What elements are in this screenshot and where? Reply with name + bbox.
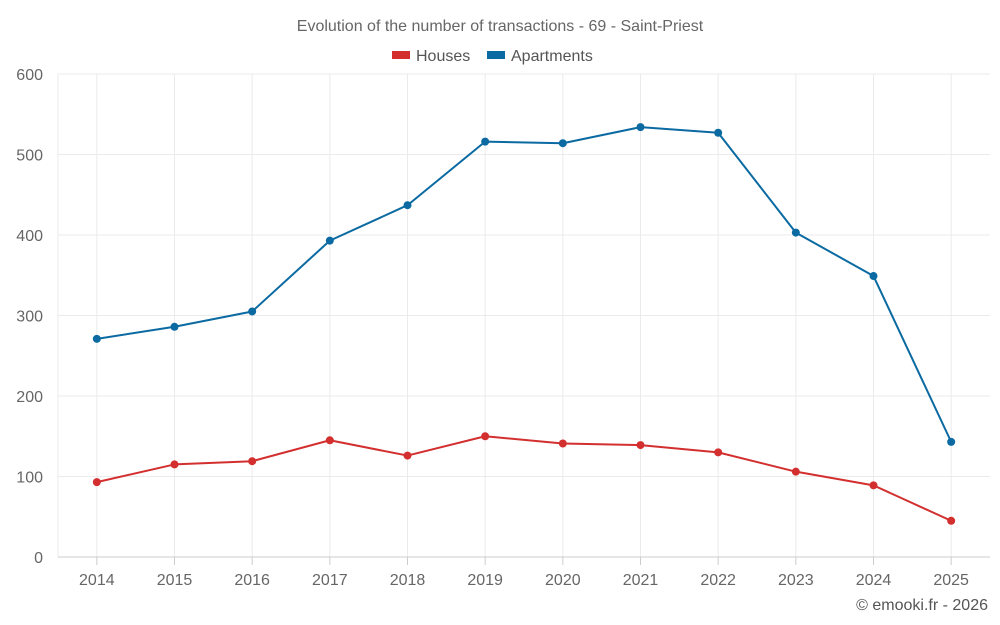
x-tick-label: 2019: [467, 572, 503, 589]
x-tick-label: 2017: [312, 572, 348, 589]
y-axis: 0 100 200 300 400 500 600: [16, 67, 43, 567]
x-tick-label: 2014: [79, 572, 115, 589]
data-point-houses[interactable]: [403, 451, 412, 460]
x-tick-label: 2022: [700, 572, 736, 589]
data-point-houses[interactable]: [92, 478, 101, 487]
data-point-apartments[interactable]: [636, 123, 645, 132]
data-point-houses[interactable]: [558, 439, 567, 448]
x-tick-label: 2025: [933, 572, 969, 589]
data-point-houses[interactable]: [869, 481, 878, 490]
data-point-houses[interactable]: [481, 432, 490, 441]
series-group: [92, 123, 956, 525]
legend-swatch-apartments: [487, 51, 505, 59]
x-tick-label: 2020: [545, 572, 581, 589]
data-point-apartments[interactable]: [791, 228, 800, 237]
data-point-apartments[interactable]: [248, 307, 257, 316]
x-tick-label: 2023: [778, 572, 814, 589]
data-point-apartments[interactable]: [170, 322, 179, 331]
series-line-houses[interactable]: [96, 435, 952, 522]
x-axis: 2014 2015 2016 2017 2018 2019 2020 2021 2022 2023…: [58, 556, 990, 589]
grid-lines: [57, 73, 990, 557]
x-tick-label: 2016: [234, 572, 270, 589]
y-tick-label: 100: [16, 470, 43, 487]
series-line-apartments[interactable]: [96, 126, 953, 443]
x-tick-label: 2024: [856, 572, 892, 589]
legend-label-houses[interactable]: Houses: [416, 48, 470, 65]
data-point-houses[interactable]: [325, 436, 334, 445]
data-point-apartments[interactable]: [714, 128, 723, 137]
y-tick-label: 600: [16, 67, 43, 84]
x-tick-label: 2018: [390, 572, 426, 589]
data-point-houses[interactable]: [248, 457, 257, 466]
data-point-apartments[interactable]: [947, 437, 956, 446]
legend-swatch-houses: [392, 51, 410, 59]
data-point-apartments[interactable]: [92, 334, 101, 343]
y-tick-label: 400: [16, 228, 43, 245]
data-point-apartments[interactable]: [558, 139, 567, 148]
y-tick-label: 300: [16, 309, 43, 326]
data-point-apartments[interactable]: [869, 272, 878, 281]
data-point-apartments[interactable]: [481, 137, 490, 146]
chart-title: Evolution of the number of transactions …: [297, 18, 704, 35]
data-point-houses[interactable]: [714, 448, 723, 457]
y-tick-label: 500: [16, 148, 43, 165]
x-tick-label: 2015: [157, 572, 193, 589]
data-point-houses[interactable]: [636, 441, 645, 450]
y-tick-label: 200: [16, 389, 43, 406]
data-point-houses[interactable]: [170, 460, 179, 469]
y-tick-label: 0: [34, 550, 43, 567]
data-point-houses[interactable]: [947, 516, 956, 525]
x-tick-label: 2021: [623, 572, 659, 589]
data-point-houses[interactable]: [791, 467, 800, 476]
credit-text: © emooki.fr - 2026: [856, 597, 988, 614]
legend-label-apartments[interactable]: Apartments: [511, 48, 593, 65]
data-point-apartments[interactable]: [403, 201, 412, 210]
legend[interactable]: Houses Apartments: [392, 48, 593, 65]
data-point-apartments[interactable]: [325, 236, 334, 245]
